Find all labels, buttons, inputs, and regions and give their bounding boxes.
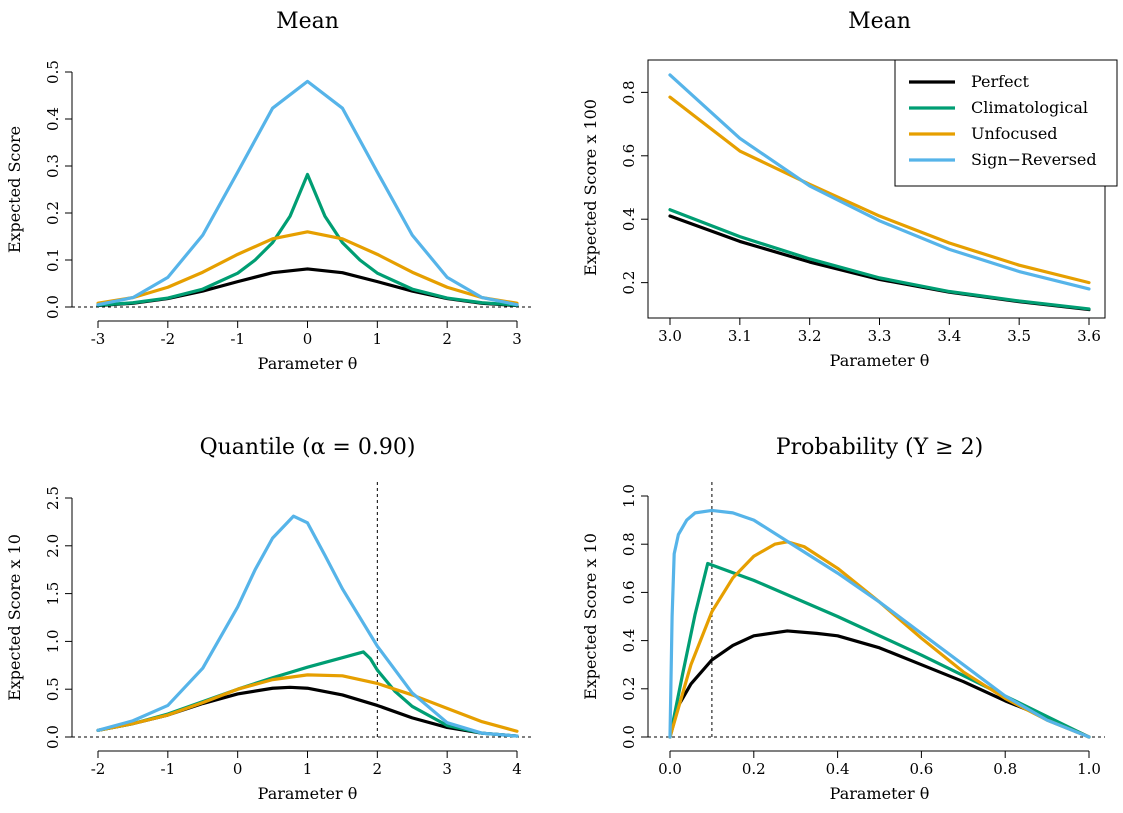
y-tick-label: 0.4 xyxy=(44,107,62,131)
x-tick-label: 0.8 xyxy=(993,760,1017,778)
x-tick-label: 0.0 xyxy=(658,760,682,778)
chart-panel-probability: Probability (Y ≥ 2) 0.0 0.2 0.4 0.6 0.8 1.0 Par… xyxy=(581,435,1105,803)
series-line-1 xyxy=(668,208,1091,311)
y-tick-label: 0.8 xyxy=(620,532,638,556)
series-line-2 xyxy=(96,673,519,733)
series-line-0 xyxy=(668,629,1091,739)
x-tick-label: 3.4 xyxy=(937,327,961,345)
x-axis-label: Parameter θ xyxy=(830,351,930,370)
x-tick-label: 3 xyxy=(512,330,522,348)
y-tick-label: 0.4 xyxy=(620,207,638,231)
x-tick-label: 3 xyxy=(442,760,452,778)
y-tick-label: 0.6 xyxy=(620,580,638,604)
x-tick-label: 4 xyxy=(512,760,522,778)
x-tick-label: 3.3 xyxy=(868,327,892,345)
x-tick-label: 0 xyxy=(303,330,313,348)
legend-label: Unfocused xyxy=(971,124,1058,143)
y-axis-label: Expected Score xyxy=(5,126,24,253)
chart-panel-mean-right: Mean 3.0 3.1 3.2 3.3 3.4 3.5 3.6 Parameter θ 0.2 0… xyxy=(581,9,1118,370)
chart-title: Quantile (α = 0.90) xyxy=(200,435,416,460)
legend-label: Perfect xyxy=(971,72,1030,91)
series-line-3 xyxy=(96,514,519,738)
chart-panel-mean-left: Mean -3 -2 -1 0 1 2 3 Parameter θ 0.0 0.1 0.2 0.3 0.4… xyxy=(5,9,534,373)
x-tick-label: 0.6 xyxy=(909,760,933,778)
series-line-3 xyxy=(668,73,1091,291)
y-tick-label: 0.2 xyxy=(44,201,62,225)
y-tick-label: 0.1 xyxy=(44,248,62,272)
x-tick-label: 1.0 xyxy=(1077,760,1101,778)
x-tick-label: 3.2 xyxy=(798,327,822,345)
x-tick-label: -1 xyxy=(230,330,245,348)
x-tick-label: -2 xyxy=(161,330,176,348)
y-axis-label: Expected Score x 10 xyxy=(581,533,600,700)
x-axis-label: Parameter θ xyxy=(830,784,930,803)
chart-panel-quantile: Quantile (α = 0.90) -2 -1 0 1 2 3 4 Parameter θ 0… xyxy=(5,435,534,803)
legend: Perfect Climatological Unfocused Sign−Rever… xyxy=(894,59,1118,187)
x-tick-label: 2 xyxy=(442,330,452,348)
y-tick-label: 1.0 xyxy=(620,484,638,508)
legend-label: Sign−Reversed xyxy=(971,150,1097,169)
y-axis-label: Expected Score x 100 xyxy=(581,99,600,276)
series-line-0 xyxy=(668,214,1091,312)
series-line-2 xyxy=(668,95,1091,285)
x-tick-label: -1 xyxy=(161,760,176,778)
x-tick-label: 3.1 xyxy=(728,327,752,345)
chart-title: Mean xyxy=(276,9,339,34)
y-tick-label: 1.0 xyxy=(44,629,62,653)
x-axis-label: Parameter θ xyxy=(258,354,358,373)
x-tick-label: -3 xyxy=(91,330,106,348)
x-tick-label: 2 xyxy=(373,760,383,778)
y-tick-label: 0.0 xyxy=(44,295,62,319)
x-tick-label: 3.5 xyxy=(1007,327,1031,345)
series-line-2 xyxy=(668,540,1091,739)
series-line-2 xyxy=(96,230,519,305)
y-tick-label: 0.4 xyxy=(620,629,638,653)
y-tick-label: 0.6 xyxy=(620,144,638,168)
y-tick-label: 2.0 xyxy=(44,534,62,558)
chart-title: Probability (Y ≥ 2) xyxy=(776,435,983,460)
x-tick-label: 3.6 xyxy=(1077,327,1101,345)
y-tick-label: 0.8 xyxy=(620,80,638,104)
y-axis-label: Expected Score x 10 xyxy=(5,534,24,701)
y-tick-label: 0.2 xyxy=(620,271,638,295)
y-tick-label: 0.0 xyxy=(44,725,62,749)
y-tick-label: 0.0 xyxy=(620,725,638,749)
x-tick-label: 0.4 xyxy=(826,760,850,778)
series-line-1 xyxy=(96,172,519,307)
y-tick-label: 1.5 xyxy=(44,582,62,606)
y-tick-label: 2.5 xyxy=(44,486,62,510)
y-tick-label: 0.2 xyxy=(620,677,638,701)
series-line-3 xyxy=(668,508,1091,739)
chart-title: Mean xyxy=(848,9,911,34)
legend-label: Climatological xyxy=(971,98,1088,117)
x-tick-label: 1 xyxy=(303,760,313,778)
x-axis-label: Parameter θ xyxy=(258,784,358,803)
x-tick-label: 3.0 xyxy=(658,327,682,345)
y-tick-label: 0.5 xyxy=(44,60,62,84)
y-tick-label: 0.3 xyxy=(44,154,62,178)
x-tick-label: -2 xyxy=(91,760,106,778)
y-tick-label: 0.5 xyxy=(44,677,62,701)
x-tick-label: 1 xyxy=(373,330,383,348)
series-line-3 xyxy=(96,79,519,307)
x-tick-label: 0 xyxy=(233,760,243,778)
x-tick-label: 0.2 xyxy=(742,760,766,778)
